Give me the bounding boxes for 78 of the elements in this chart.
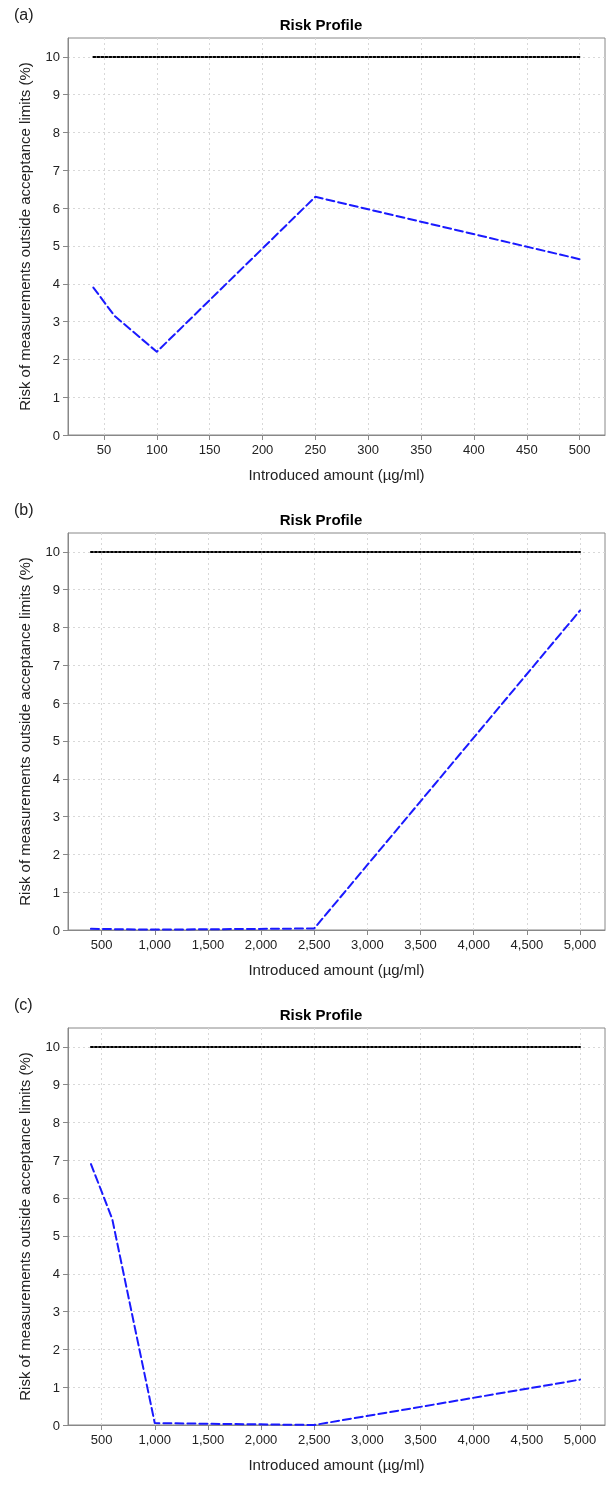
x-tick-label: 150 xyxy=(198,442,221,457)
line-series xyxy=(92,195,581,353)
line-series xyxy=(89,609,582,931)
x-tick-label: 500 xyxy=(90,1432,113,1447)
x-tick-label: 450 xyxy=(515,442,538,457)
x-tick-label: 5,000 xyxy=(563,1432,597,1447)
y-tick-label: 5 xyxy=(52,238,60,254)
y-tick-label: 1 xyxy=(52,884,60,900)
y-tick-label: 0 xyxy=(52,427,60,443)
y-tick-label: 10 xyxy=(45,49,60,65)
y-tick-label: 5 xyxy=(52,733,60,749)
y-tick-label: 4 xyxy=(52,1266,60,1282)
chart-title: Risk Profile xyxy=(279,511,363,528)
y-tick-label: 6 xyxy=(52,200,60,216)
y-tick-label: 9 xyxy=(52,87,60,103)
x-tick-label: 3,000 xyxy=(351,1432,384,1447)
y-tick-label: 10 xyxy=(45,544,60,560)
y-tick-label: 1 xyxy=(52,1379,60,1395)
x-tick-label: 250 xyxy=(304,442,327,457)
x-tick-label: 1,500 xyxy=(191,1432,225,1447)
chart-title: Risk Profile xyxy=(279,1006,363,1023)
y-tick-label: 2 xyxy=(52,1341,60,1357)
x-tick-label: 3,000 xyxy=(351,937,384,952)
y-tick-label: 0 xyxy=(52,922,60,938)
x-tick-label: 1,500 xyxy=(191,937,225,952)
x-tick-label: 1,000 xyxy=(138,1432,172,1447)
y-tick-label: 2 xyxy=(52,351,60,367)
y-axis-title: Risk of measurements outside acceptance limits (%) xyxy=(16,62,33,411)
y-tick-label: 9 xyxy=(52,582,60,598)
y-tick-label: 10 xyxy=(45,1039,60,1055)
text: (a) xyxy=(14,5,34,23)
y-tick-label: 3 xyxy=(52,809,60,825)
y-tick-label: 9 xyxy=(52,1077,60,1093)
x-tick-label: 3,500 xyxy=(404,937,437,952)
x-tick-label: 4,000 xyxy=(457,1432,490,1447)
x-tick-label: 4,500 xyxy=(510,937,544,952)
y-tick-label: 6 xyxy=(52,695,60,711)
x-tick-label: 100 xyxy=(145,442,168,457)
x-tick-label: 50 xyxy=(96,442,112,457)
y-tick-label: 2 xyxy=(52,846,60,862)
y-tick-label: 3 xyxy=(52,314,60,330)
x-tick-label: 2,500 xyxy=(297,1432,331,1447)
x-tick-label: 4,000 xyxy=(457,937,490,952)
y-tick-label: 5 xyxy=(52,1228,60,1244)
y-tick-label: 7 xyxy=(52,657,60,673)
y-tick-label: 7 xyxy=(52,1152,60,1168)
x-tick-label: 200 xyxy=(251,442,274,457)
text: (b) xyxy=(14,500,34,518)
y-tick-label: 0 xyxy=(52,1417,60,1433)
x-tick-label: 400 xyxy=(463,442,485,457)
x-tick-label: 1,000 xyxy=(138,937,172,952)
x-axis-title: Introduced amount (µg/ml) xyxy=(248,466,425,483)
y-tick-label: 1 xyxy=(52,389,60,405)
x-tick-label: 2,000 xyxy=(244,937,278,952)
x-axis-title: Introduced amount (µg/ml) xyxy=(248,1456,425,1473)
x-tick-label: 2,500 xyxy=(297,937,331,952)
y-tick-label: 4 xyxy=(52,276,60,292)
x-tick-label: 4,500 xyxy=(510,1432,544,1447)
y-axis-title: Risk of measurements outside acceptance limits (%) xyxy=(16,1052,33,1401)
x-tick-label: 300 xyxy=(357,442,380,457)
y-tick-label: 6 xyxy=(52,1190,60,1206)
y-axis-title: Risk of measurements outside acceptance limits (%) xyxy=(16,557,33,906)
x-tick-label: 5,000 xyxy=(563,937,597,952)
y-tick-label: 4 xyxy=(52,771,60,787)
x-tick-label: 2,000 xyxy=(244,1432,278,1447)
x-tick-label: 3,500 xyxy=(404,1432,437,1447)
line-series xyxy=(89,1163,582,1426)
x-tick-label: 500 xyxy=(90,937,113,952)
y-tick-label: 7 xyxy=(52,162,60,178)
chart-title: Risk Profile xyxy=(279,16,363,33)
y-tick-label: 8 xyxy=(52,1115,60,1131)
y-tick-label: 8 xyxy=(52,125,60,141)
y-tick-label: 3 xyxy=(52,1304,60,1320)
x-tick-label: 500 xyxy=(568,442,591,457)
x-axis-title: Introduced amount (µg/ml) xyxy=(248,961,425,978)
text: (c) xyxy=(14,995,33,1013)
y-tick-label: 8 xyxy=(52,620,60,636)
x-tick-label: 350 xyxy=(410,442,432,457)
